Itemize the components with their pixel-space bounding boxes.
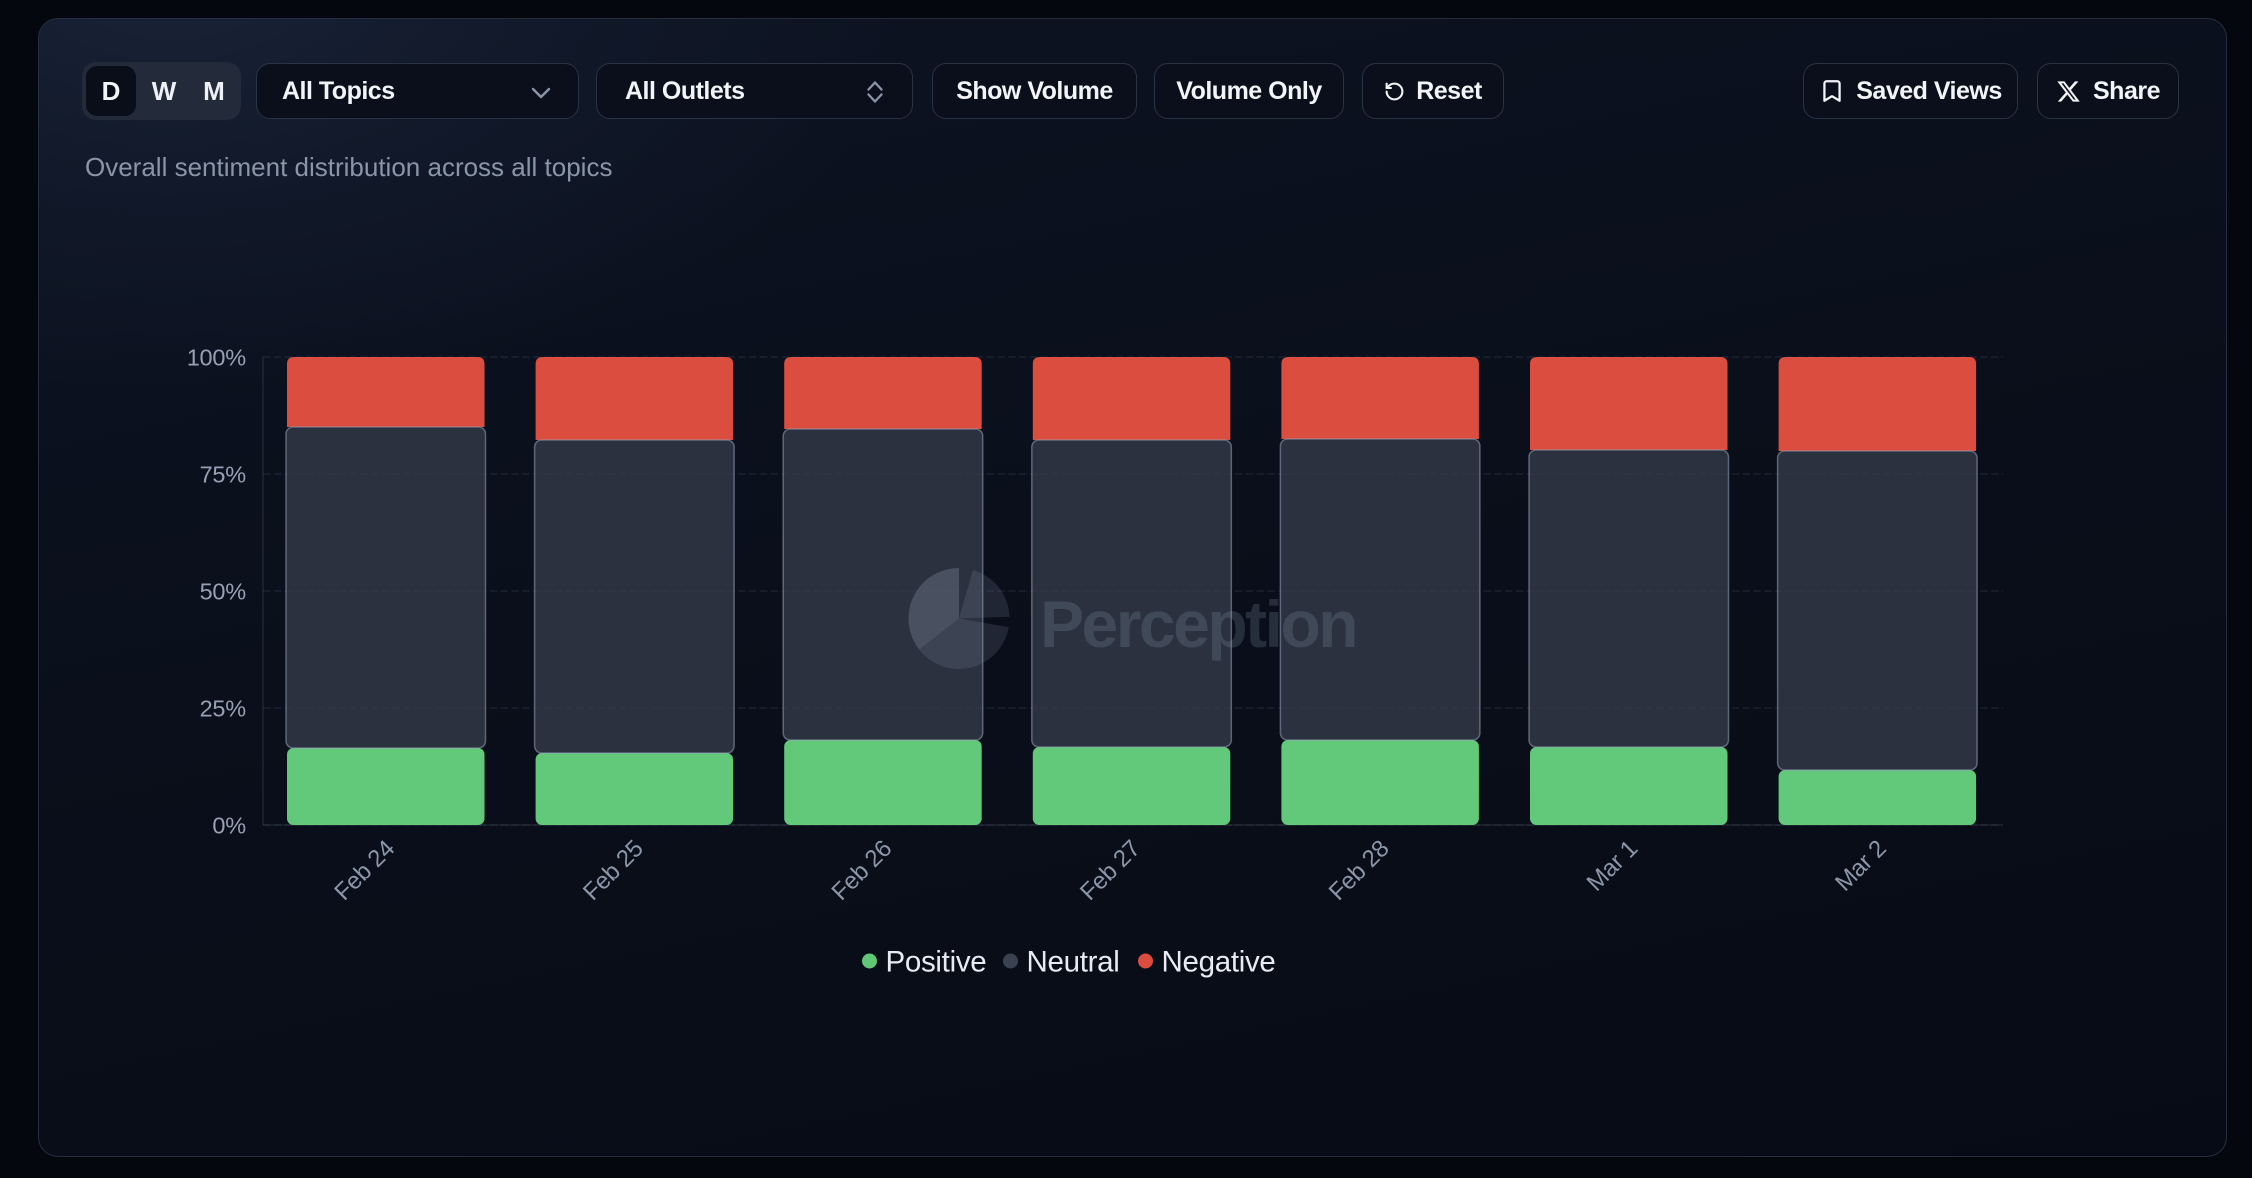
svg-text:0%: 0% bbox=[212, 813, 246, 839]
svg-text:Feb 24: Feb 24 bbox=[329, 835, 400, 906]
svg-text:Feb 25: Feb 25 bbox=[578, 835, 649, 906]
svg-text:75%: 75% bbox=[200, 462, 247, 488]
svg-text:Feb 28: Feb 28 bbox=[1324, 835, 1395, 906]
svg-text:50%: 50% bbox=[200, 579, 247, 605]
svg-text:Feb 27: Feb 27 bbox=[1075, 835, 1146, 906]
svg-text:25%: 25% bbox=[200, 696, 247, 722]
svg-text:100%: 100% bbox=[187, 345, 247, 371]
svg-text:Mar 1: Mar 1 bbox=[1582, 835, 1643, 896]
svg-text:Mar 2: Mar 2 bbox=[1830, 835, 1891, 896]
svg-text:Feb 26: Feb 26 bbox=[827, 835, 898, 906]
svg-text:Positive: Positive bbox=[886, 946, 987, 979]
svg-text:Perception: Perception bbox=[1040, 587, 1356, 661]
svg-text:Neutral: Neutral bbox=[1027, 946, 1120, 979]
svg-text:Negative: Negative bbox=[1162, 946, 1276, 979]
